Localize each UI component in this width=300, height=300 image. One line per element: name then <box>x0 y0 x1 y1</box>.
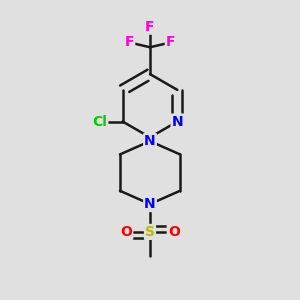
Text: N: N <box>144 134 156 148</box>
Text: O: O <box>168 225 180 239</box>
Text: N: N <box>144 197 156 211</box>
Text: N: N <box>172 115 183 128</box>
Text: F: F <box>125 35 134 50</box>
Text: S: S <box>145 225 155 239</box>
Text: Cl: Cl <box>92 115 107 128</box>
Text: F: F <box>166 35 175 50</box>
Text: F: F <box>145 20 155 34</box>
Text: O: O <box>120 225 132 239</box>
